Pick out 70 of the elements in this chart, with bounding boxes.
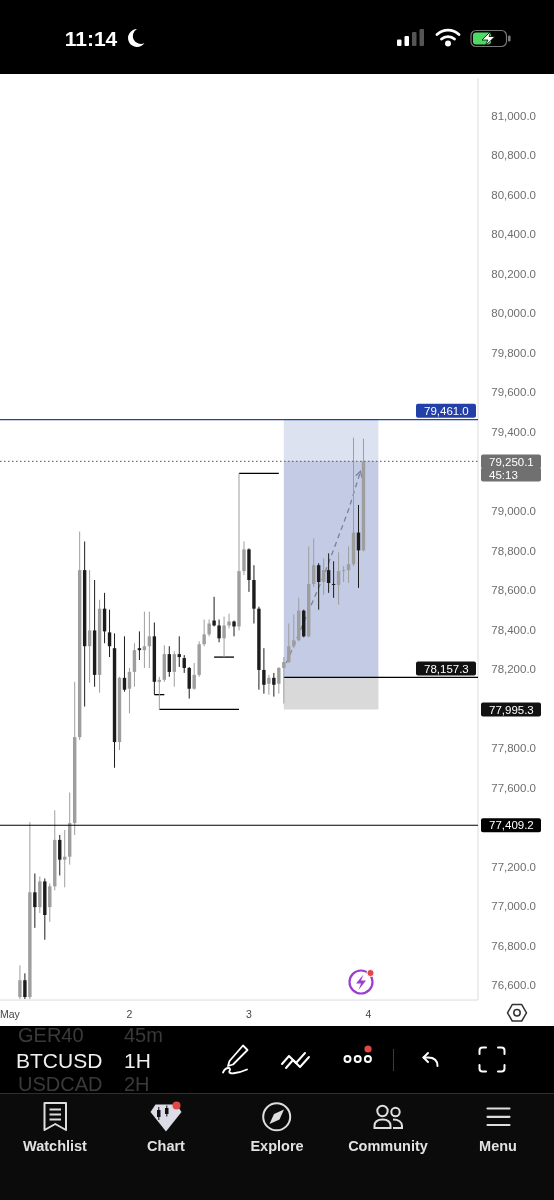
candlestick	[33, 873, 37, 929]
candlestick	[346, 545, 351, 584]
text: 77,995.3	[489, 703, 534, 716]
text: 11:14	[64, 27, 118, 50]
y-tick-label: 78,200.0	[491, 663, 536, 676]
candlestick	[212, 596, 216, 627]
candlestick	[23, 972, 27, 1000]
y-tick-label: 80,600.0	[491, 188, 536, 201]
ref-line-label: 79,250.1	[489, 455, 534, 468]
candlestick	[217, 619, 221, 643]
candlestick	[202, 619, 206, 647]
candlestick	[267, 674, 271, 696]
candlestick	[277, 666, 281, 695]
text: Watchlist	[23, 1138, 88, 1154]
text: Menu	[479, 1138, 517, 1154]
candlestick	[282, 656, 286, 705]
y-tick-label: 80,800.0	[491, 149, 536, 162]
candlestick	[18, 964, 22, 1000]
text: BTCUSD	[16, 1049, 103, 1072]
candlestick	[63, 829, 67, 888]
candlestick	[222, 616, 226, 658]
y-tick-label: 80,400.0	[491, 228, 536, 241]
text: Chart	[147, 1138, 186, 1154]
candlestick	[167, 645, 171, 678]
candlestick	[227, 613, 231, 629]
text: 1H	[124, 1049, 151, 1072]
text: 2H	[124, 1073, 150, 1095]
candlestick	[122, 635, 127, 693]
ref-line-label: 79,461.0	[424, 404, 469, 417]
candlestick	[321, 557, 326, 596]
candlestick	[172, 650, 176, 688]
x-tick-label: 4	[365, 1007, 372, 1020]
x-tick-label: May	[0, 1007, 21, 1020]
y-tick-label: 79,600.0	[491, 386, 536, 399]
y-tick-label: 80,200.0	[491, 267, 536, 280]
y-tick-label: 77,200.0	[491, 860, 536, 873]
text: 45:13	[489, 468, 518, 481]
candlestick	[142, 611, 147, 669]
y-tick-label: 77,000.0	[491, 900, 536, 913]
candlestick	[242, 540, 246, 576]
ref-line-label: 77,409.2	[489, 819, 534, 832]
candlestick	[292, 614, 296, 649]
candlestick	[232, 620, 236, 637]
y-tick-label: 78,400.0	[491, 623, 536, 636]
candlestick	[331, 560, 336, 599]
y-tick-label: 80,000.0	[491, 307, 536, 320]
y-tick-label: 79,400.0	[491, 425, 536, 438]
y-tick-label: 78,800.0	[491, 544, 536, 557]
text: 45m	[124, 1024, 163, 1046]
y-tick-label: 76,600.0	[491, 979, 536, 992]
y-tick-label: 77,600.0	[491, 781, 536, 794]
annotation: 78,157.3	[424, 662, 469, 675]
x-tick-label: 2	[126, 1007, 133, 1020]
candlestick	[192, 662, 196, 691]
y-tick-label: 78,600.0	[491, 584, 536, 597]
y-tick-label: 79,000.0	[491, 504, 536, 517]
candlestick	[341, 565, 346, 583]
text: USDCAD	[18, 1073, 103, 1095]
text: Community	[348, 1138, 428, 1154]
candlestick	[177, 635, 181, 668]
y-tick-label: 81,000.0	[491, 109, 536, 122]
candlestick	[58, 834, 62, 876]
y-tick-label: 76,800.0	[491, 939, 536, 952]
candlestick	[272, 672, 276, 698]
text: Explore	[250, 1138, 304, 1154]
x-tick-label: 3	[246, 1007, 253, 1020]
y-tick-label: 79,800.0	[491, 346, 536, 359]
text: GER40	[18, 1024, 84, 1046]
y-tick-label: 77,800.0	[491, 742, 536, 755]
candlestick	[262, 647, 266, 695]
